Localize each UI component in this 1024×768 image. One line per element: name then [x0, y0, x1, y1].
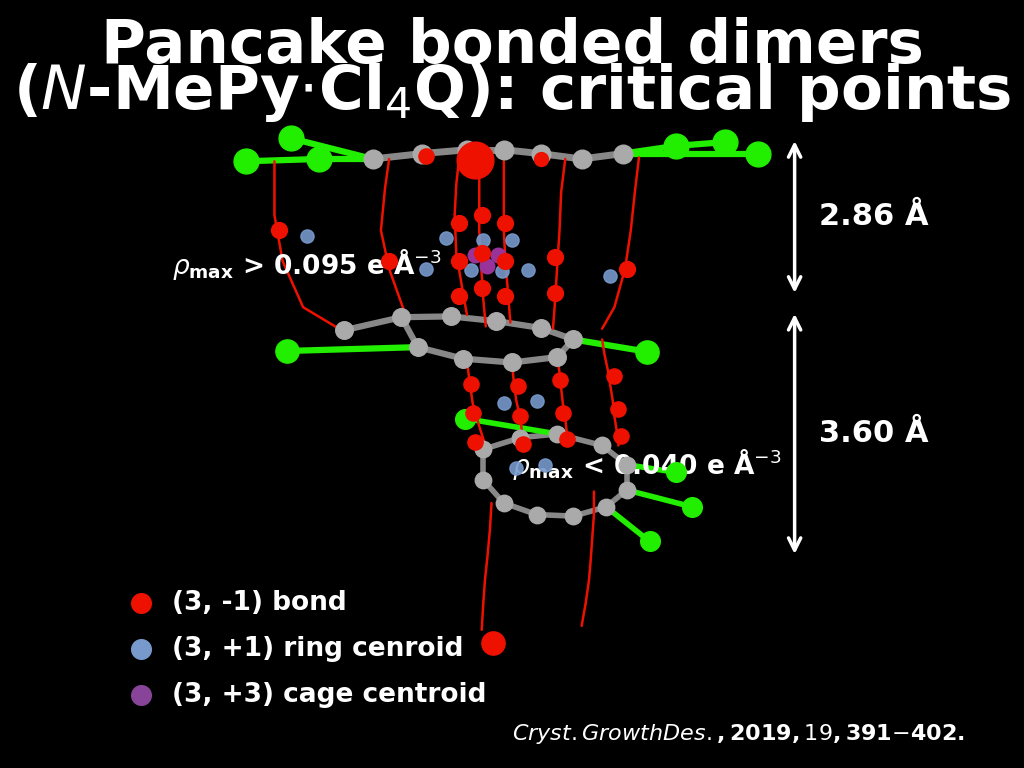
Point [528, 395, 545, 407]
Point [668, 140, 684, 152]
Point [598, 501, 614, 513]
Point [520, 264, 537, 276]
Point [750, 147, 766, 160]
Point [641, 535, 657, 548]
Point [489, 249, 506, 261]
Point [133, 689, 150, 701]
Point [549, 351, 565, 363]
Point [475, 474, 492, 486]
Point [485, 637, 502, 649]
Point [479, 260, 496, 272]
Text: $\rho_{\mathbf{max}}$ > 0.095 e Å$^{-3}$: $\rho_{\mathbf{max}}$ > 0.095 e Å$^{-3}$ [172, 247, 441, 283]
Text: ($\mathit{N}$-MePy$\cdot$Cl$_4$Q): critical points: ($\mathit{N}$-MePy$\cdot$Cl$_4$Q): criti… [12, 61, 1012, 124]
Point [473, 209, 489, 221]
Point [238, 155, 254, 167]
Point [547, 251, 563, 263]
Text: 2.86 Å: 2.86 Å [819, 202, 929, 231]
Point [473, 247, 489, 260]
Point [551, 374, 567, 386]
Text: Pancake bonded dimers: Pancake bonded dimers [100, 17, 924, 75]
Point [438, 232, 455, 244]
Point [451, 290, 467, 302]
Point [279, 345, 295, 357]
Text: $\rho_{\mathbf{max}}$ < 0.040 e Å$^{-3}$: $\rho_{\mathbf{max}}$ < 0.040 e Å$^{-3}$ [512, 447, 781, 482]
Point [393, 311, 410, 323]
Point [498, 255, 514, 267]
Point [512, 432, 528, 444]
Point [459, 144, 475, 156]
Point [336, 324, 352, 336]
Point [299, 230, 315, 242]
Point [365, 153, 381, 165]
Point [463, 378, 479, 390]
Text: $\mathit{Cryst. Growth Des.}$$\mathbf{, 2019, }$$\mathit{19}$$\mathbf{, 391\math: $\mathit{Cryst. Growth Des.}$$\mathbf{, … [512, 723, 965, 746]
Point [465, 407, 481, 419]
Point [270, 224, 287, 237]
Point [606, 370, 623, 382]
Point [537, 458, 553, 471]
Point [532, 147, 549, 160]
Point [717, 136, 733, 148]
Point [283, 132, 299, 144]
Point [311, 153, 328, 165]
Point [496, 497, 512, 509]
Point [547, 287, 563, 300]
Point [602, 270, 618, 283]
Point [451, 255, 467, 267]
Point [532, 322, 549, 334]
Point [467, 435, 483, 448]
Text: 3.60 Å: 3.60 Å [819, 419, 929, 449]
Point [618, 484, 635, 496]
Point [512, 410, 528, 422]
Point [487, 315, 504, 327]
Point [555, 407, 571, 419]
Point [410, 341, 426, 353]
Point [514, 438, 530, 450]
Point [614, 147, 631, 160]
Point [612, 430, 629, 442]
Point [496, 144, 512, 156]
Point [418, 150, 434, 162]
Point [451, 217, 467, 229]
Point [684, 501, 700, 513]
Point [381, 255, 397, 267]
Point [475, 443, 492, 455]
Point [133, 643, 150, 655]
Point [565, 510, 582, 522]
Point [610, 402, 627, 415]
Point [504, 233, 520, 246]
Point [528, 508, 545, 521]
Point [510, 380, 526, 392]
Point [455, 353, 471, 365]
Point [668, 466, 684, 478]
Text: (3, +1) ring cenroid: (3, +1) ring cenroid [172, 636, 464, 662]
Point [418, 263, 434, 275]
Point [594, 439, 610, 452]
Point [496, 397, 512, 409]
Point [618, 263, 635, 275]
Point [559, 433, 575, 445]
Point [565, 333, 582, 346]
Point [463, 264, 479, 276]
Point [498, 290, 514, 302]
Point [467, 154, 483, 166]
Text: (3, +3) cage centroid: (3, +3) cage centroid [172, 682, 486, 708]
Point [498, 217, 514, 229]
Point [475, 234, 492, 247]
Point [549, 428, 565, 440]
Point [573, 153, 590, 165]
Point [473, 282, 489, 294]
Point [639, 346, 655, 358]
Text: (3, -1) bond: (3, -1) bond [172, 590, 347, 616]
Point [494, 265, 510, 277]
Point [504, 356, 520, 369]
Point [532, 153, 549, 165]
Point [414, 147, 430, 160]
Point [442, 310, 459, 323]
Point [457, 412, 473, 425]
Point [508, 462, 524, 475]
Point [467, 249, 483, 261]
Point [133, 597, 150, 609]
Point [618, 458, 635, 471]
